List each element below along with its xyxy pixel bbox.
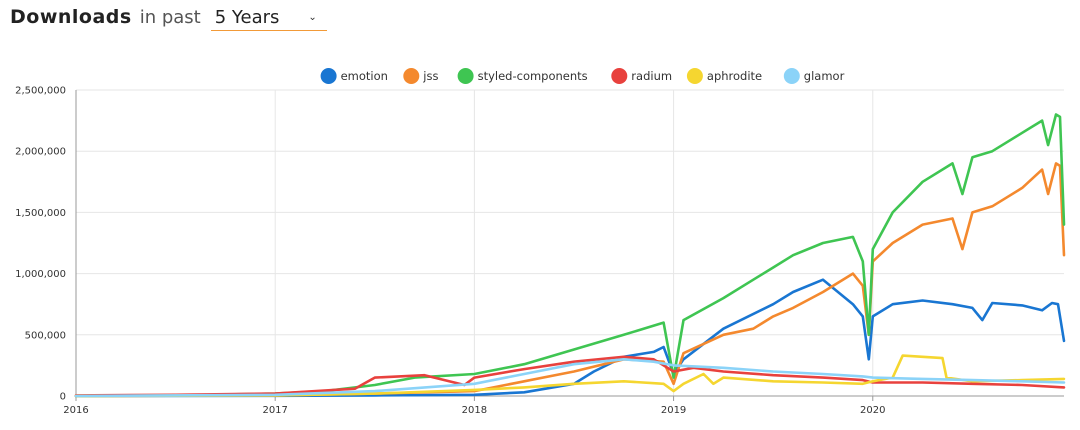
legend-marker-styled-components[interactable] [457, 68, 474, 84]
series-line-styled-components [74, 113, 1066, 398]
legend-marker-emotion[interactable] [320, 68, 337, 84]
legend-marker-jss[interactable] [403, 68, 420, 84]
series-line-aphrodite [74, 354, 1066, 398]
y-tick-label: 500,000 [25, 330, 66, 341]
series-line-radium [74, 355, 1066, 397]
legend-label-aphrodite[interactable]: aphrodite [707, 69, 762, 83]
chart-series [74, 113, 1066, 398]
page-header: Downloads in past 5 Years ⌄ [10, 6, 327, 36]
y-tick-label: 0 [60, 392, 66, 403]
x-tick-label: 2017 [262, 405, 287, 416]
chevron-down-icon: ⌄ [308, 12, 317, 23]
legend-label-emotion[interactable]: emotion [341, 69, 388, 83]
legend-marker-radium[interactable] [611, 68, 628, 84]
y-tick-label: 1,000,000 [15, 269, 66, 280]
series-line-jss [74, 162, 1066, 398]
x-tick-label: 2020 [860, 405, 885, 416]
y-tick-label: 2,000,000 [15, 147, 66, 158]
series-line-glamor [74, 357, 1066, 398]
legend-marker-glamor[interactable] [783, 68, 800, 84]
legend-label-jss[interactable]: jss [422, 69, 438, 83]
y-tick-label: 2,500,000 [15, 86, 66, 97]
period-select[interactable]: 5 Years ⌄ [210, 7, 327, 31]
x-tick-label: 2019 [661, 405, 686, 416]
period-select-value: 5 Years [214, 7, 280, 28]
legend-marker-aphrodite[interactable] [686, 68, 703, 84]
legend-label-styled-components[interactable]: styled-components [478, 69, 588, 83]
y-tick-label: 1,500,000 [15, 208, 66, 219]
chart-legend: emotion jss styled-components radium aphrodi… [320, 68, 845, 84]
legend-label-radium[interactable]: radium [631, 69, 672, 83]
page-title: Downloads [10, 6, 132, 28]
x-tick-label: 2018 [462, 405, 487, 416]
x-tick-label: 2016 [63, 405, 88, 416]
legend-label-glamor[interactable]: glamor [804, 69, 845, 83]
in-past-label: in past [139, 7, 201, 28]
